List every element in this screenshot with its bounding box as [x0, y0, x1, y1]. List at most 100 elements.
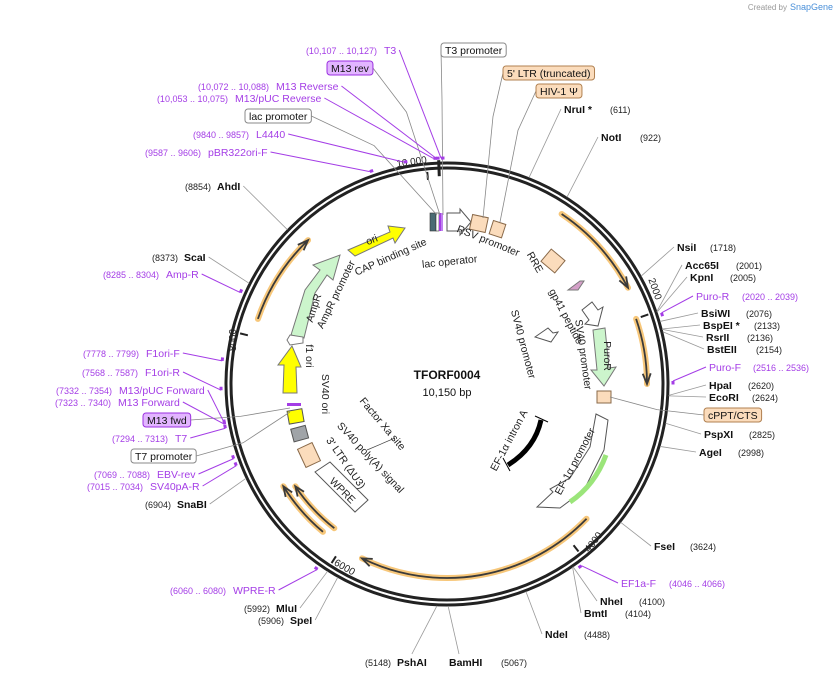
enzyme-site[interactable]: NheI (4100): [600, 596, 665, 608]
enzyme-name[interactable]: BstEII: [707, 344, 737, 356]
primer-name[interactable]: Puro-R: [696, 291, 730, 303]
enzyme-site[interactable]: BstEII (2154): [707, 344, 782, 356]
primer-name[interactable]: M13 Reverse: [276, 81, 339, 93]
primer-site[interactable]: SV40pA-R (7015 .. 7034): [87, 481, 200, 493]
enzyme-site[interactable]: BsiWI (2076): [701, 308, 772, 320]
enzyme-name[interactable]: ScaI: [184, 252, 206, 264]
primer-site[interactable]: F1ori-F (7778 .. 7799): [83, 348, 180, 360]
callout-box[interactable]: [440, 42, 507, 58]
primer-site[interactable]: T7 (7294 .. 7313): [112, 433, 187, 445]
enzyme-name[interactable]: AhdI: [217, 181, 240, 193]
primer-name[interactable]: M13 Forward: [118, 397, 180, 409]
enzyme-site[interactable]: HpaI (2620): [709, 380, 774, 392]
callout-box[interactable]: [326, 60, 374, 76]
enzyme-name[interactable]: BamHI: [449, 657, 482, 669]
primer-binding-mark[interactable]: [231, 454, 236, 460]
primer-name[interactable]: EF1a-F: [621, 578, 656, 590]
puror-arrow[interactable]: [589, 327, 618, 387]
enzyme-name[interactable]: FseI: [654, 541, 675, 553]
enzyme-name[interactable]: SnaBI: [177, 499, 207, 511]
primer-name[interactable]: T3: [384, 45, 396, 57]
hiv-psi-feature[interactable]: [488, 219, 507, 239]
f1-ori-arrow[interactable]: [277, 345, 302, 394]
enzyme-name[interactable]: MluI: [276, 603, 297, 615]
enzyme-name[interactable]: HpaI: [709, 380, 732, 392]
primer-binding-mark[interactable]: [369, 169, 374, 174]
enzyme-site[interactable]: NsiI (1718): [677, 242, 736, 254]
enzyme-name[interactable]: NdeI: [545, 629, 568, 641]
callout-box[interactable]: [244, 108, 312, 124]
primer-name[interactable]: Puro-F: [709, 362, 741, 374]
primer-site[interactable]: M13 Reverse (10,072 .. 10,088): [198, 81, 339, 93]
sv40-polya-feature[interactable]: [290, 424, 310, 443]
sv40-promoter-inner-arrow[interactable]: [533, 327, 560, 343]
callout-box[interactable]: [130, 448, 197, 464]
callout-box[interactable]: [142, 412, 192, 428]
primer-binding-mark[interactable]: [313, 566, 319, 571]
enzyme-name[interactable]: PshAI: [397, 657, 427, 669]
ltr-feature[interactable]: [468, 213, 489, 234]
rsv-promoter-arrow[interactable]: [446, 207, 472, 237]
enzyme-site[interactable]: Acc65I (2001): [685, 260, 762, 272]
enzyme-name[interactable]: BspEI *: [703, 320, 741, 332]
enzyme-site[interactable]: SpeI (5906): [258, 615, 312, 627]
enzyme-site[interactable]: NotI (922): [601, 132, 661, 144]
callout-box[interactable]: [535, 83, 583, 99]
primer-site[interactable]: pBR322ori-F (9587 .. 9606): [145, 147, 268, 159]
primer-binding-mark[interactable]: [233, 461, 238, 467]
enzyme-name[interactable]: AgeI: [699, 447, 722, 459]
enzyme-site[interactable]: RsrII (2136): [706, 332, 773, 344]
sv40-promoter-outer-arrow[interactable]: [581, 301, 604, 327]
primer-name[interactable]: L4440: [256, 129, 285, 141]
enzyme-name[interactable]: NsiI: [677, 242, 696, 254]
primer-site[interactable]: EF1a-F (4046 .. 4066): [621, 578, 725, 590]
enzyme-name[interactable]: KpnI: [690, 272, 713, 284]
primer-site[interactable]: T3 (10,107 .. 10,127): [306, 45, 396, 57]
sv40-ori-feature[interactable]: [286, 408, 305, 425]
primer-name[interactable]: Amp-R: [166, 269, 199, 281]
primer-site[interactable]: M13 Forward (7323 .. 7340): [55, 397, 180, 409]
primer-binding-mark[interactable]: [660, 312, 665, 317]
primer-binding-mark[interactable]: [222, 420, 227, 425]
enzyme-name[interactable]: NruI *: [564, 104, 593, 116]
enzyme-name[interactable]: NheI: [600, 596, 623, 608]
enzyme-site[interactable]: KpnI (2005): [690, 272, 756, 284]
primer-site[interactable]: Puro-R (2020 .. 2039): [696, 291, 798, 303]
enzyme-name[interactable]: Acc65I: [685, 260, 719, 272]
primer-site[interactable]: L4440 (9840 .. 9857): [193, 129, 285, 141]
primer-name[interactable]: F1ori-F: [146, 348, 180, 360]
primer-name[interactable]: M13/pUC Forward: [119, 385, 205, 397]
3-ltr-feature[interactable]: [296, 441, 322, 469]
enzyme-name[interactable]: NotI: [601, 132, 621, 144]
primer-site[interactable]: F1ori-R (7568 .. 7587): [82, 367, 180, 379]
enzyme-site[interactable]: FseI (3624): [654, 541, 716, 553]
orf-arrow[interactable]: [294, 485, 335, 529]
orf-arrow[interactable]: [257, 239, 309, 320]
cppt-cts-feature[interactable]: [596, 390, 612, 404]
enzyme-site[interactable]: BmtI (4104): [584, 608, 651, 620]
enzyme-name[interactable]: EcoRI: [709, 392, 739, 404]
enzyme-site[interactable]: ScaI (8373): [152, 252, 206, 264]
gp41-peptide-feature[interactable]: [566, 280, 585, 291]
ef1a-intron-feature[interactable]: [506, 419, 544, 468]
enzyme-site[interactable]: PshAI (5148): [365, 657, 427, 669]
primer-name[interactable]: M13/pUC Reverse: [235, 93, 322, 105]
ori-arrow[interactable]: [347, 225, 406, 257]
callout-box[interactable]: [502, 65, 596, 81]
primer-name[interactable]: SV40pA-R: [150, 481, 200, 493]
primer-site[interactable]: Puro-F (2516 .. 2536): [709, 362, 809, 374]
enzyme-site[interactable]: EcoRI (2624): [709, 392, 778, 404]
enzyme-site[interactable]: AhdI (8854): [185, 181, 240, 193]
orf-arrow[interactable]: [635, 318, 648, 385]
primer-name[interactable]: EBV-rev: [157, 469, 196, 481]
orf-arrow[interactable]: [361, 518, 588, 579]
enzyme-site[interactable]: NdeI (4488): [545, 629, 610, 641]
lac-operator-feature[interactable]: [435, 212, 440, 232]
primer-name[interactable]: pBR322ori-F: [208, 147, 268, 159]
primer-name[interactable]: F1ori-R: [145, 367, 180, 379]
primer-binding-mark[interactable]: [223, 424, 227, 429]
primer-name[interactable]: T7: [175, 433, 187, 445]
ampr-arrow[interactable]: [290, 254, 341, 339]
wpre-feature[interactable]: [314, 461, 369, 513]
enzyme-name[interactable]: SpeI: [290, 615, 312, 627]
